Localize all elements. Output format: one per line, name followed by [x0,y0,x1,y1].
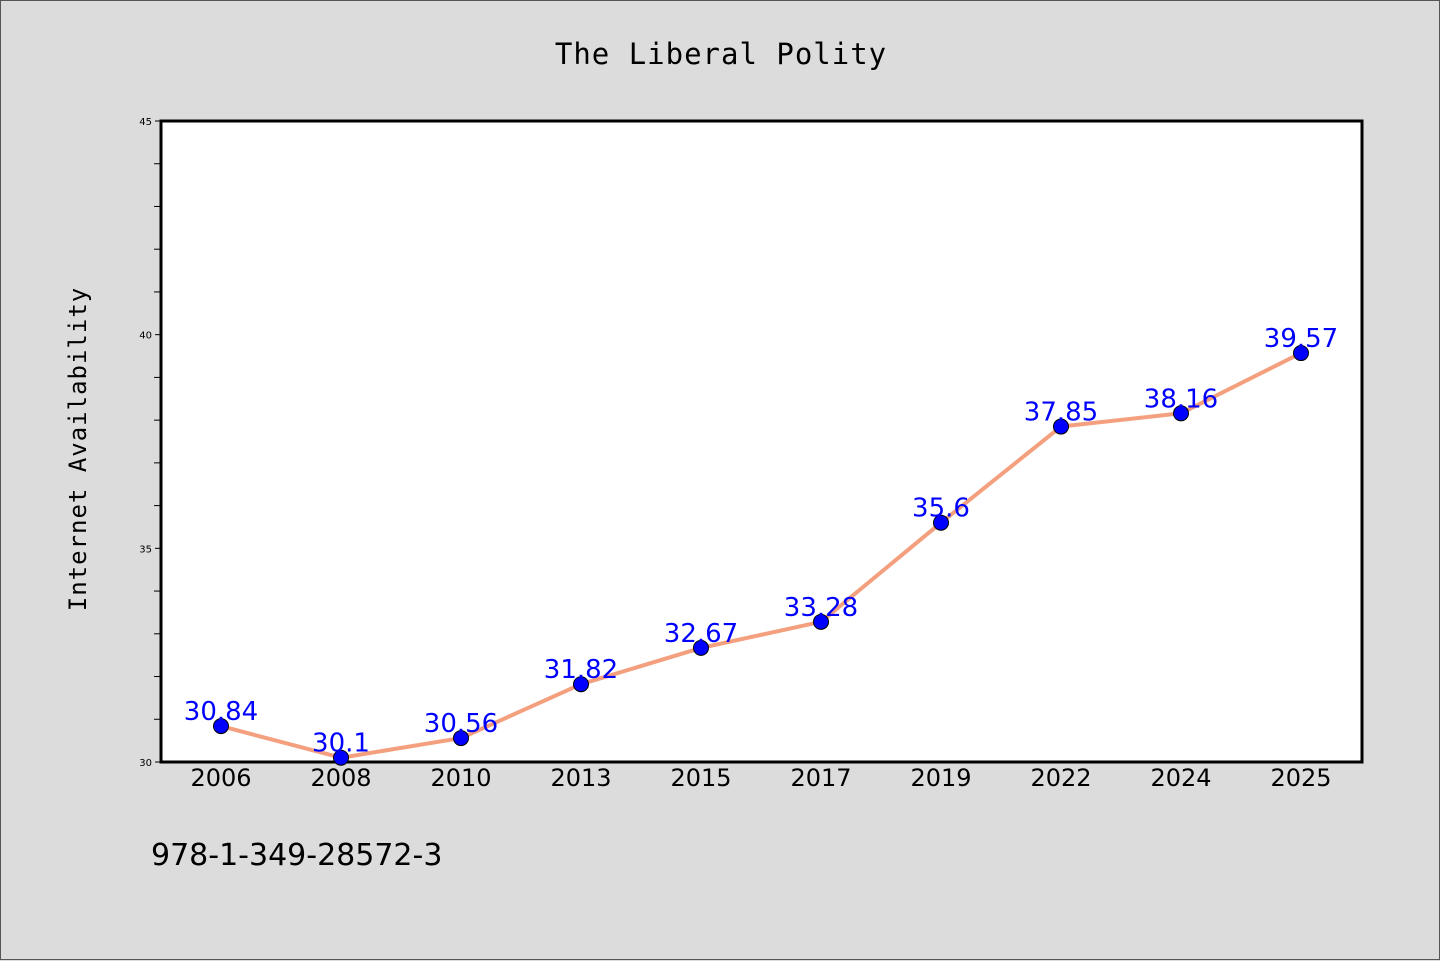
data-point [1293,345,1309,362]
y-tick-label: 40 [139,331,152,342]
y-axis-label: Internet Availability [64,287,92,611]
data-point [573,676,589,693]
x-tick-label: 2006 [190,764,251,792]
data-label: 31.82 [544,655,618,685]
data-label: 32.67 [664,619,738,649]
data-point [813,613,829,630]
x-tick-label: 2015 [670,764,731,792]
x-tick-label: 2022 [1030,764,1091,792]
data-label: 33.28 [784,593,858,623]
x-tick-label: 2024 [1150,764,1211,792]
data-label: 38.16 [1144,384,1218,414]
data-label: 39.57 [1264,324,1338,354]
y-tick-label: 45 [139,117,152,128]
footnote-isbn: 978-1-349-28572-3 [151,838,442,873]
data-label: 37.85 [1024,398,1098,428]
data-label: 30.1 [312,729,370,759]
series-layer: 30.84 30.1 30.56 31.82 32.67 33.28 35.6 37.85 38… [184,324,1338,766]
data-label: 30.56 [424,709,498,739]
x-axis: 2006 2008 2010 2013 2015 2017 2019 2022 2024 2025 [190,764,1331,792]
series-line [219,351,1303,760]
plot-area [159,119,1364,764]
data-label: 30.84 [184,697,258,727]
data-point [213,718,229,735]
x-tick-label: 2019 [910,764,971,792]
y-tick-label: 35 [139,544,152,555]
data-point [693,639,709,656]
data-point [333,749,349,766]
chart-title: The Liberal Polity [555,37,887,71]
x-tick-label: 2010 [430,764,491,792]
y-axis: 30 35 40 45 [139,117,161,769]
y-tick-label: 30 [139,758,152,769]
x-tick-label: 2025 [1270,764,1331,792]
data-point [1053,418,1069,435]
x-tick-label: 2008 [310,764,371,792]
data-point [933,514,949,531]
data-point [453,730,469,747]
x-tick-label: 2017 [790,764,851,792]
data-label: 35.6 [912,494,970,524]
x-tick-label: 2013 [550,764,611,792]
data-point [1173,405,1189,422]
